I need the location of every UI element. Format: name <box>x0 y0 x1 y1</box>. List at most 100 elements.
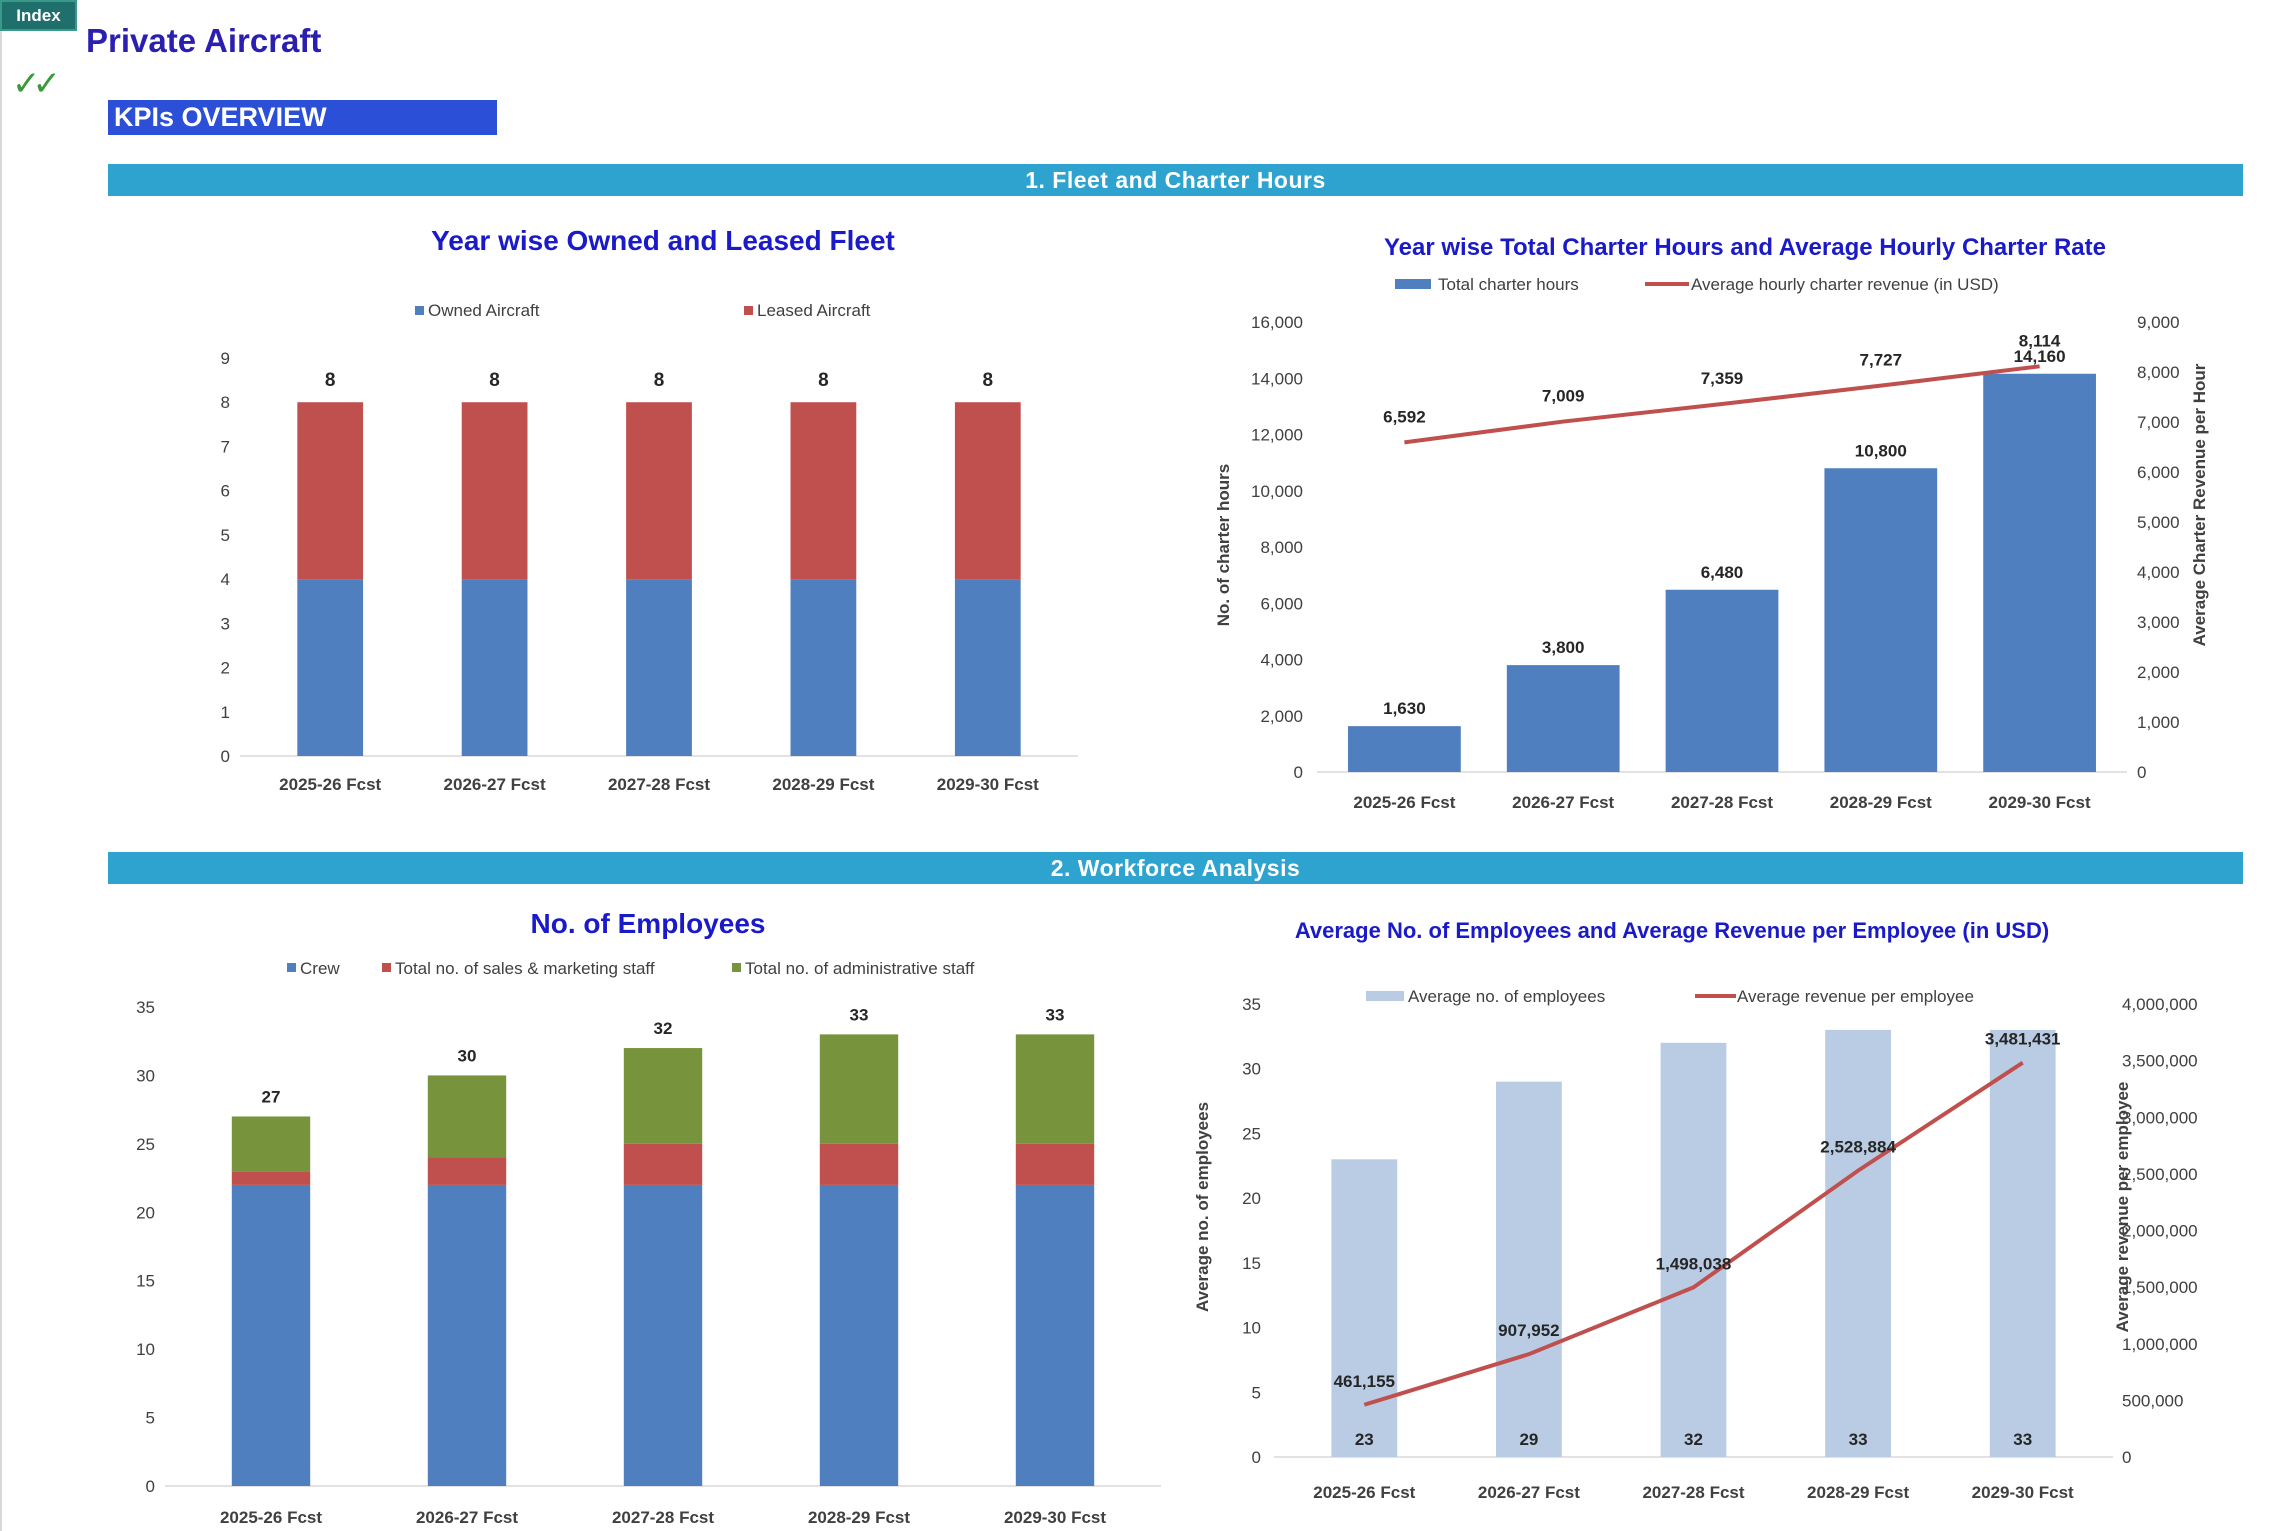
y-tick-label: 4,000 <box>1260 651 1303 670</box>
sheet-left-border <box>0 0 2 1531</box>
legend-label-admin: Total no. of administrative staff <box>745 959 975 978</box>
index-button[interactable]: Index <box>0 0 77 31</box>
bar-total-charter-hours <box>1348 726 1461 772</box>
y2-axis-title: Average Charter Revenue per Hour <box>2190 363 2209 646</box>
y2-tick-label: 1,500,000 <box>2122 1278 2198 1297</box>
legend-swatch-owned <box>415 306 424 315</box>
x-tick-label: 2027-28 Fcst <box>612 1508 714 1527</box>
x-tick-label: 2025-26 Fcst <box>279 775 381 794</box>
bar-total-no-of-administrative-staff <box>231 1116 311 1172</box>
bar-average-no-of-employees <box>1495 1081 1562 1457</box>
bar-total-no-of-administrative-staff <box>427 1075 507 1158</box>
y-tick-label: 10 <box>1242 1319 1261 1338</box>
y2-tick-label: 0 <box>2122 1448 2131 1467</box>
line-data-label: 461,155 <box>1334 1372 1395 1391</box>
bar-total-charter-hours <box>1983 373 2096 772</box>
y-tick-label: 5 <box>221 526 230 545</box>
y2-tick-label: 4,000 <box>2137 563 2180 582</box>
plot-area: 0 5 10 15 20 25 30 35 2025-26 Fcst 2026-27 Fcst 20… <box>136 998 1161 1527</box>
x-tick-label: 2029-30 Fcst <box>1004 1508 1106 1527</box>
bar-total-no-of-sales-marketing-staff <box>1015 1143 1095 1185</box>
chart-title: Year wise Total Charter Hours and Averag… <box>1384 234 2106 261</box>
bar-average-no-of-employees <box>1825 1029 1892 1457</box>
x-tick-label: 2026-27 Fcst <box>1478 1483 1580 1502</box>
total-label: 8 <box>325 370 336 391</box>
legend-label-owned: Owned Aircraft <box>428 301 540 320</box>
bar-crew <box>819 1184 899 1486</box>
y-tick-label: 16,000 <box>1251 313 1303 332</box>
bar-leased-aircraft <box>626 402 692 580</box>
bar-leased-aircraft <box>790 402 857 580</box>
legend-swatch-sales <box>382 963 391 972</box>
x-tick-label: 2027-28 Fcst <box>608 775 710 794</box>
y-tick-label: 35 <box>136 998 155 1017</box>
total-label: 8 <box>654 370 665 391</box>
y-tick-label: 20 <box>1242 1189 1261 1208</box>
line-data-label: 7,009 <box>1542 387 1585 406</box>
line-data-label: 3,481,431 <box>1985 1030 2061 1049</box>
x-tick-label: 2029-30 Fcst <box>1989 793 2091 812</box>
y2-tick-label: 1,000,000 <box>2122 1335 2198 1354</box>
y-tick-label: 2 <box>221 659 230 678</box>
legend-swatch-crew <box>287 963 296 972</box>
y-tick-label: 14,000 <box>1251 369 1303 388</box>
y2-tick-label: 5,000 <box>2137 513 2180 532</box>
y-tick-label: 3 <box>221 614 230 633</box>
legend-swatch-hours <box>1395 279 1431 289</box>
bar-total-no-of-sales-marketing-staff <box>623 1143 703 1185</box>
x-tick-label: 2025-26 Fcst <box>1313 1483 1415 1502</box>
y-tick-label: 5 <box>146 1409 155 1428</box>
chart-title: Year wise Owned and Leased Fleet <box>431 225 895 256</box>
total-label: 33 <box>1046 1005 1065 1024</box>
x-tick-label: 2028-29 Fcst <box>1830 793 1932 812</box>
y-tick-label: 25 <box>1242 1124 1261 1143</box>
bar-owned-aircraft <box>297 579 364 756</box>
bar-owned-aircraft <box>954 579 1021 756</box>
y-tick-label: 10 <box>136 1340 155 1359</box>
bar-data-label: 1,630 <box>1383 699 1426 718</box>
bar-owned-aircraft <box>626 579 692 756</box>
total-label: 33 <box>850 1005 869 1024</box>
y2-tick-label: 9,000 <box>2137 313 2180 332</box>
legend-label-rate: Average hourly charter revenue (in USD) <box>1691 275 1999 294</box>
legend-label-crew: Crew <box>300 959 340 978</box>
y-tick-label: 35 <box>1242 995 1261 1014</box>
total-label: 8 <box>818 370 829 391</box>
legend-swatch-leased <box>744 306 753 315</box>
bar-data-label: 3,800 <box>1542 638 1585 657</box>
kpi-overview-banner: KPIs OVERVIEW <box>108 100 497 135</box>
line-data-label: 1,498,038 <box>1656 1254 1732 1273</box>
y-tick-label: 1 <box>221 703 230 722</box>
line-data-label: 2,528,884 <box>1820 1138 1896 1157</box>
bar-data-label: 33 <box>1849 1430 1868 1449</box>
y-axis-title: No. of charter hours <box>1214 464 1233 626</box>
bar-leased-aircraft <box>461 402 528 580</box>
line-data-label: 7,359 <box>1701 369 1744 388</box>
y-tick-label: 30 <box>1242 1060 1261 1079</box>
bar-average-no-of-employees <box>1331 1159 1398 1457</box>
fleet-chart: Year wise Owned and Leased Fleet Owned A… <box>221 225 1078 794</box>
y-tick-label: 8 <box>221 393 230 412</box>
x-tick-label: 2026-27 Fcst <box>1512 793 1614 812</box>
x-tick-label: 2028-29 Fcst <box>772 775 874 794</box>
y-tick-label: 6 <box>221 482 230 501</box>
legend-label-sales: Total no. of sales & marketing staff <box>395 959 655 978</box>
legend-label-employees: Average no. of employees <box>1408 987 1605 1006</box>
y-tick-label: 8,000 <box>1260 538 1303 557</box>
bar-crew <box>1015 1184 1095 1486</box>
bar-data-label: 10,800 <box>1855 441 1907 460</box>
total-label: 8 <box>489 370 500 391</box>
y-tick-label: 12,000 <box>1251 426 1303 445</box>
bar-owned-aircraft <box>461 579 528 756</box>
total-label: 32 <box>654 1019 673 1038</box>
y-tick-label: 5 <box>1252 1383 1261 1402</box>
line-data-label: 8,114 <box>2019 331 2061 350</box>
chart-title: No. of Employees <box>531 908 766 939</box>
bar-crew <box>231 1184 311 1486</box>
section-workforce-header: 2. Workforce Analysis <box>108 852 2243 884</box>
y-tick-label: 2,000 <box>1260 707 1303 726</box>
bar-leased-aircraft <box>954 402 1021 580</box>
line-average-revenue-per-employee <box>1363 1061 2024 1407</box>
y2-tick-label: 3,000 <box>2137 613 2180 632</box>
section-fleet-header: 1. Fleet and Charter Hours <box>108 164 2243 196</box>
